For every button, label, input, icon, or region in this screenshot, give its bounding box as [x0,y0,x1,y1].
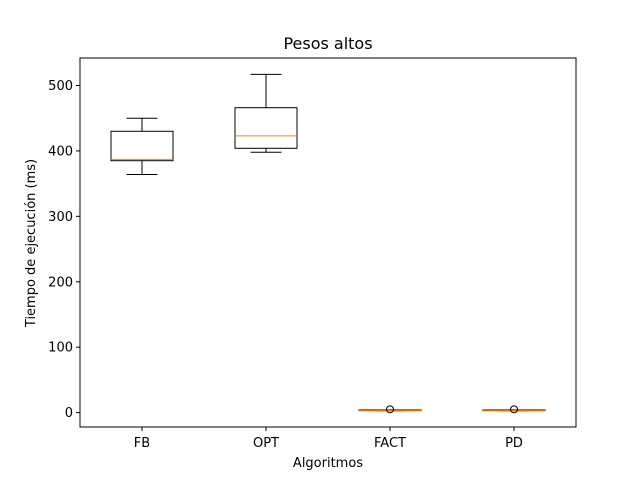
box-iqr-FB [110,130,174,162]
x-tick-label-OPT: OPT [253,436,279,451]
chart-title: Pesos altos [283,34,372,53]
y-axis-label: Tiempo de ejecución (ms) [24,159,39,328]
x-tick-label-FB: FB [134,436,150,451]
y-tick-label-500: 500 [48,79,73,94]
box-iqr-OPT [234,107,298,149]
box-OPT [234,73,298,153]
outlier-FACT-0 [386,405,394,414]
y-tick-label-200: 200 [48,275,73,290]
y-tick-label-400: 400 [48,144,73,159]
x-tick-label-PD: PD [505,436,523,451]
x-axis: FB OPT FACT PD [134,427,523,451]
y-axis: 0 100 200 300 400 500 [48,79,80,421]
boxes-layer [110,73,546,414]
y-tick-label-300: 300 [48,210,73,225]
x-tick-label-FACT: FACT [374,436,406,451]
box-FACT [358,405,422,414]
plot-area-frame [79,57,577,428]
outlier-PD-0 [510,405,518,414]
box-FB [110,117,174,175]
box-PD [482,405,546,414]
x-axis-label: Algoritmos [293,456,363,471]
y-tick-label-100: 100 [48,341,73,356]
y-tick-label-0: 0 [65,406,73,421]
